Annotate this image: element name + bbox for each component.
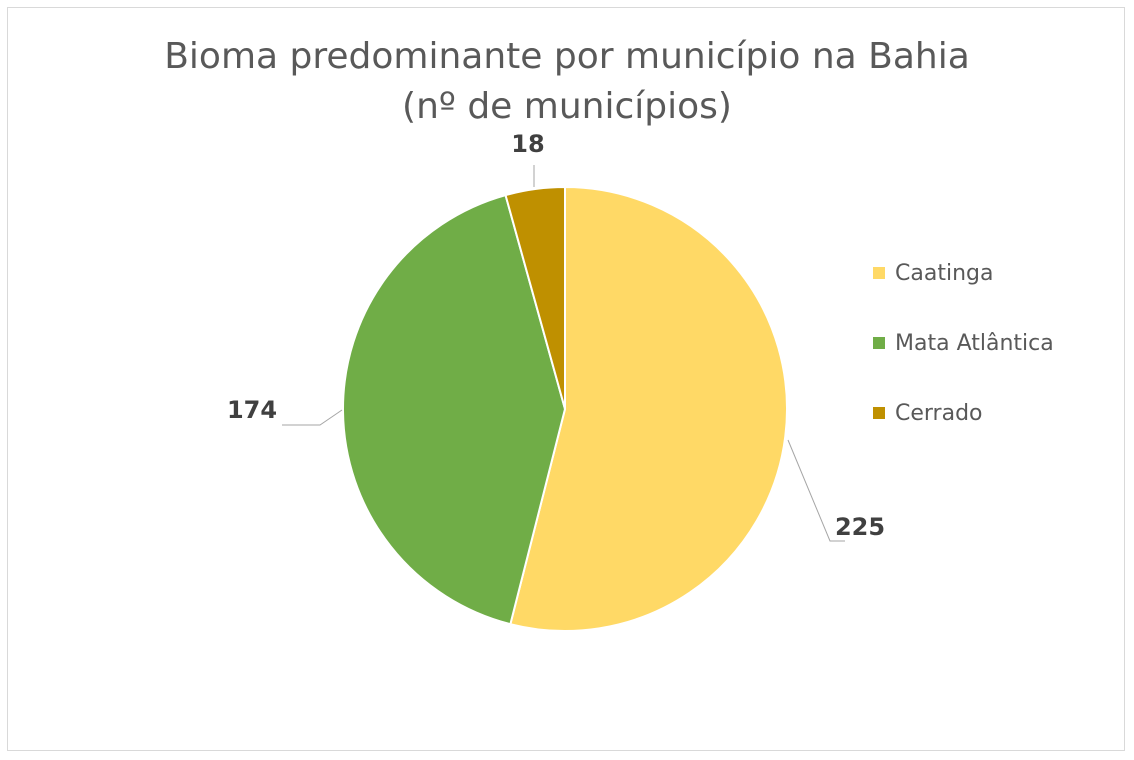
leader-line-caatinga bbox=[787, 439, 845, 542]
legend-swatch-cerrado bbox=[873, 407, 885, 419]
legend-label-cerrado: Cerrado bbox=[895, 400, 983, 426]
legend-item-mata-atlantica: Mata Atlântica bbox=[873, 325, 1054, 361]
pie-slice-mata-atlantica bbox=[342, 193, 567, 626]
legend-label-mata-atlantica: Mata Atlântica bbox=[895, 330, 1054, 356]
chart-title-line-1: Bioma predominante por município na Bahi… bbox=[164, 36, 970, 77]
data-label-mata-atlantica: 174 bbox=[227, 396, 277, 424]
data-label-cerrado: 18 bbox=[511, 130, 544, 158]
legend-item-cerrado: Cerrado bbox=[873, 395, 1054, 431]
pie-slice-caatinga bbox=[509, 185, 788, 632]
leader-line-mata-atlantica bbox=[282, 409, 343, 426]
legend: Caatinga Mata Atlântica Cerrado bbox=[873, 255, 1054, 465]
legend-swatch-caatinga bbox=[873, 267, 885, 279]
pie-slice-cerrado bbox=[504, 185, 566, 410]
data-label-caatinga: 225 bbox=[835, 513, 885, 541]
legend-label-caatinga: Caatinga bbox=[895, 260, 994, 286]
chart-title: Bioma predominante por município na Bahi… bbox=[0, 32, 1134, 132]
chart-title-line-2: (nº de municípios) bbox=[402, 86, 732, 127]
legend-swatch-mata-atlantica bbox=[873, 337, 885, 349]
legend-item-caatinga: Caatinga bbox=[873, 255, 1054, 291]
